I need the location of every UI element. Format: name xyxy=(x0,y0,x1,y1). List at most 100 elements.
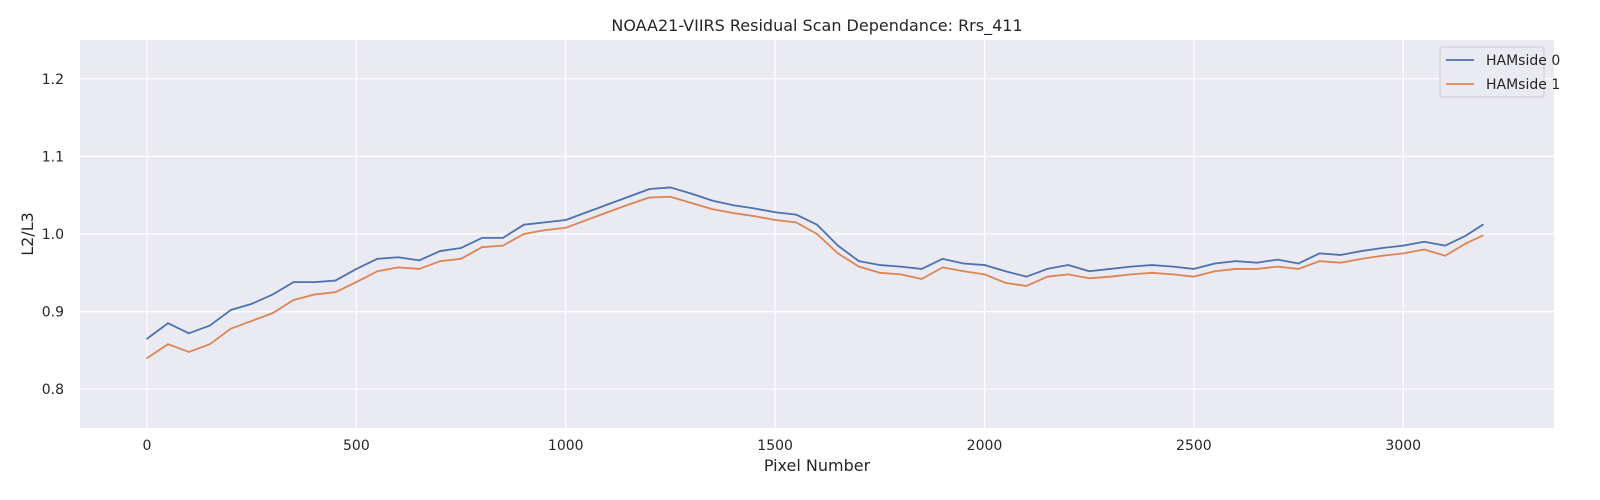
data-point-hamside-0 xyxy=(753,207,756,210)
data-point-hamside-0 xyxy=(920,268,923,270)
data-point-hamside-0 xyxy=(857,260,860,263)
data-point-hamside-1 xyxy=(899,273,902,276)
y-tick-label: 0.8 xyxy=(42,382,64,398)
data-point-hamside-1 xyxy=(1046,275,1049,278)
data-point-hamside-0 xyxy=(418,259,421,262)
data-point-hamside-0 xyxy=(334,279,337,282)
data-point-hamside-1 xyxy=(606,211,609,214)
data-point-hamside-1 xyxy=(167,343,169,346)
data-point-hamside-0 xyxy=(816,223,818,226)
y-tick-label: 1.1 xyxy=(42,149,64,165)
data-point-hamside-0 xyxy=(481,236,483,239)
data-point-hamside-0 xyxy=(1465,234,1467,237)
data-point-hamside-1 xyxy=(376,270,379,273)
data-point-hamside-1 xyxy=(1088,277,1091,280)
data-point-hamside-1 xyxy=(564,226,567,229)
data-point-hamside-0 xyxy=(439,250,442,252)
y-tick-label: 0.9 xyxy=(42,305,64,321)
data-point-hamside-1 xyxy=(397,266,400,269)
x-tick-label: 0 xyxy=(143,438,152,454)
data-point-hamside-0 xyxy=(732,204,735,207)
data-point-hamside-0 xyxy=(1423,240,1426,243)
data-point-hamside-1 xyxy=(1172,273,1174,276)
data-point-hamside-0 xyxy=(627,195,630,198)
data-point-hamside-1 xyxy=(1255,268,1258,270)
data-point-hamside-0 xyxy=(648,188,651,190)
data-point-hamside-0 xyxy=(711,199,714,202)
data-point-hamside-1 xyxy=(1297,268,1300,270)
series-hamside-1 xyxy=(146,195,1484,360)
data-point-hamside-1 xyxy=(941,266,944,269)
series-layer xyxy=(146,186,1484,360)
x-tick-label: 3000 xyxy=(1385,438,1421,454)
data-point-hamside-1 xyxy=(334,291,337,294)
data-point-hamside-1 xyxy=(250,320,253,322)
x-tick-label: 2500 xyxy=(1176,438,1212,454)
data-point-hamside-0 xyxy=(397,256,400,259)
data-point-hamside-0 xyxy=(1318,252,1321,255)
data-point-hamside-0 xyxy=(690,192,693,195)
data-point-hamside-1 xyxy=(439,260,442,263)
data-point-hamside-0 xyxy=(1276,258,1279,261)
data-point-hamside-0 xyxy=(1234,260,1237,263)
x-axis-label: Pixel Number xyxy=(764,456,871,475)
data-point-hamside-0 xyxy=(669,186,672,189)
legend-label-hamside-1: HAMside 1 xyxy=(1486,77,1560,93)
data-point-hamside-1 xyxy=(753,215,756,218)
data-point-hamside-1 xyxy=(271,312,274,315)
y-axis-label: L2/L3 xyxy=(18,212,37,256)
x-axis-ticks: 0 500 1000 1500 2000 2500 3000 xyxy=(143,438,1422,454)
data-point-hamside-1 xyxy=(627,203,630,206)
data-point-hamside-0 xyxy=(522,223,525,226)
data-point-hamside-1 xyxy=(857,265,860,268)
data-point-hamside-1 xyxy=(1192,275,1195,278)
data-point-hamside-0 xyxy=(146,337,148,340)
data-point-hamside-1 xyxy=(1360,257,1363,260)
data-point-hamside-1 xyxy=(920,278,923,280)
data-point-hamside-1 xyxy=(522,233,525,235)
data-point-hamside-1 xyxy=(418,268,421,270)
data-point-hamside-0 xyxy=(983,264,986,266)
data-point-hamside-0 xyxy=(229,309,232,311)
data-point-hamside-1 xyxy=(1339,261,1342,264)
data-point-hamside-1 xyxy=(1423,248,1426,251)
data-point-hamside-0 xyxy=(564,219,567,221)
data-point-hamside-1 xyxy=(1402,252,1405,255)
data-point-hamside-1 xyxy=(1444,254,1447,257)
data-point-hamside-0 xyxy=(774,211,777,214)
data-point-hamside-1 xyxy=(983,273,986,276)
x-tick-label: 2000 xyxy=(967,438,1003,454)
y-tick-label: 1.0 xyxy=(42,227,64,243)
data-point-hamside-1 xyxy=(1025,285,1028,287)
data-point-hamside-1 xyxy=(1109,275,1112,278)
data-point-hamside-1 xyxy=(669,195,672,198)
data-point-hamside-0 xyxy=(292,281,295,284)
x-tick-label: 1500 xyxy=(757,438,793,454)
data-point-hamside-0 xyxy=(1339,254,1342,256)
data-point-hamside-1 xyxy=(816,233,818,235)
data-point-hamside-1 xyxy=(774,219,777,221)
legend: HAMside 0 HAMside 1 xyxy=(1439,46,1560,98)
y-axis-ticks: 0.8 0.9 1.0 1.1 1.2 xyxy=(42,72,64,398)
data-point-hamside-0 xyxy=(250,302,253,305)
data-point-hamside-0 xyxy=(1444,244,1447,247)
data-point-hamside-0 xyxy=(1192,268,1195,270)
data-point-hamside-1 xyxy=(1130,273,1132,276)
data-point-hamside-0 xyxy=(1151,264,1153,266)
data-point-hamside-0 xyxy=(962,262,965,265)
data-point-hamside-1 xyxy=(1276,265,1279,268)
data-point-hamside-0 xyxy=(208,324,211,327)
data-point-hamside-0 xyxy=(1088,270,1091,273)
data-point-hamside-1 xyxy=(1318,260,1321,263)
data-point-hamside-1 xyxy=(1004,281,1007,284)
data-point-hamside-0 xyxy=(271,293,274,296)
data-point-hamside-0 xyxy=(1402,244,1405,247)
data-point-hamside-0 xyxy=(1172,265,1174,268)
data-point-hamside-1 xyxy=(1465,242,1467,245)
data-point-hamside-1 xyxy=(1213,270,1216,273)
data-point-hamside-0 xyxy=(941,257,944,260)
data-point-hamside-0 xyxy=(187,332,190,335)
data-point-hamside-1 xyxy=(711,208,714,211)
x-tick-label: 500 xyxy=(343,438,370,454)
data-point-hamside-0 xyxy=(1381,247,1384,249)
